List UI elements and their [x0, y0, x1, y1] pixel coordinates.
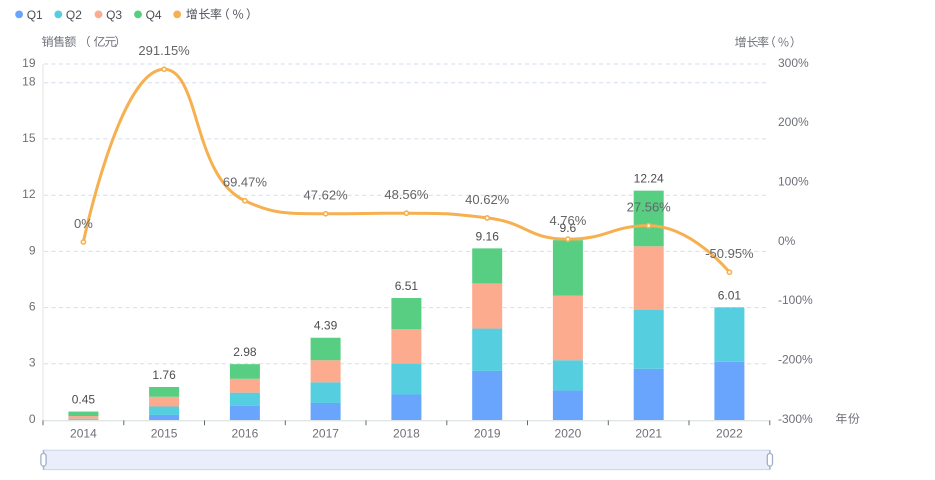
- svg-text:9: 9: [29, 243, 36, 257]
- svg-text:40.62%: 40.62%: [465, 192, 510, 207]
- svg-text:47.62%: 47.62%: [304, 188, 349, 203]
- svg-text:18: 18: [22, 75, 36, 89]
- svg-text:291.15%: 291.15%: [138, 43, 190, 58]
- svg-text:1.76: 1.76: [152, 368, 176, 382]
- svg-text:Q1: Q1: [27, 8, 43, 22]
- svg-text:Q2: Q2: [66, 8, 82, 22]
- svg-text:6.51: 6.51: [395, 279, 419, 293]
- svg-text:Q3: Q3: [106, 8, 122, 22]
- svg-text:9.6: 9.6: [560, 221, 577, 235]
- svg-text:-100%: -100%: [778, 293, 813, 307]
- svg-text:9.16: 9.16: [476, 229, 500, 243]
- svg-text:-200%: -200%: [778, 353, 813, 367]
- svg-text:2022: 2022: [716, 426, 743, 440]
- svg-text:4.39: 4.39: [314, 319, 338, 333]
- svg-text:3: 3: [29, 356, 36, 370]
- svg-text:-50.95%: -50.95%: [705, 246, 754, 261]
- svg-text:48.56%: 48.56%: [384, 187, 429, 202]
- svg-text:2021: 2021: [635, 426, 662, 440]
- svg-text:0%: 0%: [74, 216, 93, 231]
- svg-text:15: 15: [22, 131, 36, 145]
- svg-text:2018: 2018: [393, 426, 420, 440]
- svg-text:2017: 2017: [312, 426, 339, 440]
- svg-text:27.56%: 27.56%: [627, 200, 672, 215]
- svg-text:2015: 2015: [151, 426, 178, 440]
- svg-text:2016: 2016: [232, 426, 259, 440]
- svg-text:69.47%: 69.47%: [223, 175, 268, 190]
- svg-text:-300%: -300%: [778, 412, 813, 426]
- svg-text:6: 6: [29, 300, 36, 314]
- svg-text:300%: 300%: [778, 56, 809, 70]
- svg-text:100%: 100%: [778, 175, 809, 189]
- svg-text:2014: 2014: [70, 426, 97, 440]
- svg-text:19: 19: [22, 56, 36, 70]
- svg-text:12: 12: [22, 187, 36, 201]
- svg-text:2.98: 2.98: [233, 345, 257, 359]
- svg-text:12.24: 12.24: [634, 172, 664, 186]
- svg-text:2019: 2019: [474, 426, 501, 440]
- svg-text:0%: 0%: [778, 234, 796, 248]
- svg-text:2020: 2020: [555, 426, 582, 440]
- svg-text:0: 0: [29, 412, 36, 426]
- svg-text:4.76%: 4.76%: [549, 213, 586, 228]
- svg-text:6.01: 6.01: [718, 288, 742, 302]
- svg-text:0.45: 0.45: [72, 393, 96, 407]
- svg-text:200%: 200%: [778, 115, 809, 129]
- svg-text:Q4: Q4: [146, 8, 162, 22]
